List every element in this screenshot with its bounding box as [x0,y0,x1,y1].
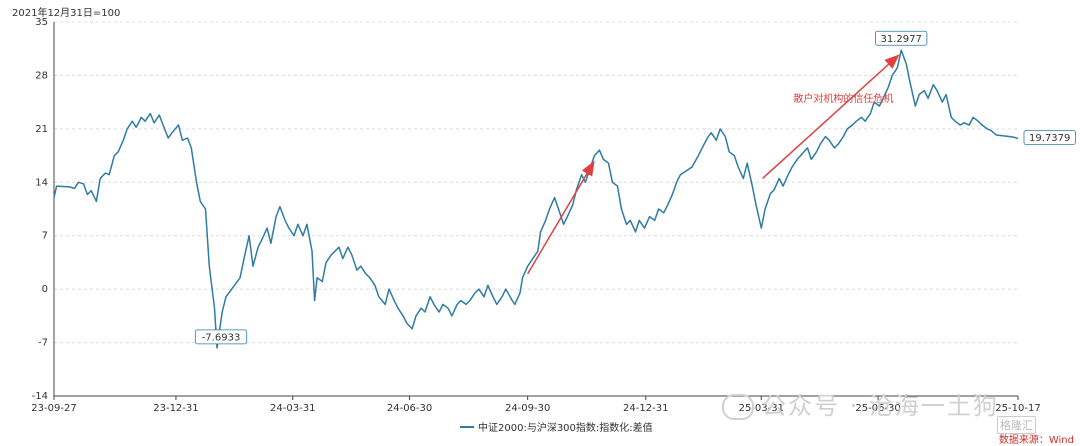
callout-box [875,30,928,46]
y-tick-label: 35 [35,17,48,28]
y-tick-label: 14 [35,177,48,188]
y-tick-label: 7 [42,231,48,242]
legend-swatch [460,425,474,428]
annotation-text: 散户对机构的信任危机 [793,92,893,105]
x-tick-label: 24-12-31 [623,403,668,414]
watermark: 公众号 · 沧海一土狗 [722,386,999,421]
x-tick-label: 25-03-31 [739,403,784,414]
gelonghui-logo: 格隆汇 [997,416,1036,434]
trend-arrow [527,160,595,275]
callout-box [194,329,248,345]
y-tick-label: 28 [35,70,48,81]
x-tick-label: 24-03-31 [270,403,315,414]
y-tick-label: -14 [32,391,48,402]
y-tick-label: 21 [35,124,48,135]
callout-label: 31.2977 [881,34,922,45]
callout-box [1023,130,1076,145]
x-tick-label: 24-06-30 [387,403,432,414]
data-source: 数据来源：Wind [998,435,1074,446]
y-tick-label: 0 [42,284,48,295]
series-line [53,49,1019,349]
x-tick-label: 24-09-30 [505,403,550,414]
legend-label: 中证2000:与沪深300指数:指数化:差值 [478,423,653,434]
x-tick-label: 25-06-30 [855,403,900,414]
legend[interactable]: 中证2000:与沪深300指数:指数化:差值 [460,419,653,434]
x-tick-label: 23-12-31 [153,403,198,414]
x-tick-label: 23-09-27 [31,403,76,414]
callout-label: 19.7379 [1029,133,1070,144]
x-tick-label: 25-10-17 [995,403,1040,414]
watermark-text: 公众号 · 沧海一土狗 [762,392,999,420]
wechat-icon [722,394,754,420]
callout-label: -7.6933 [202,332,241,343]
trend-arrow [762,54,900,180]
unit-note: 2021年12月31日=100 [12,8,121,19]
y-tick-label: -7 [38,338,48,349]
